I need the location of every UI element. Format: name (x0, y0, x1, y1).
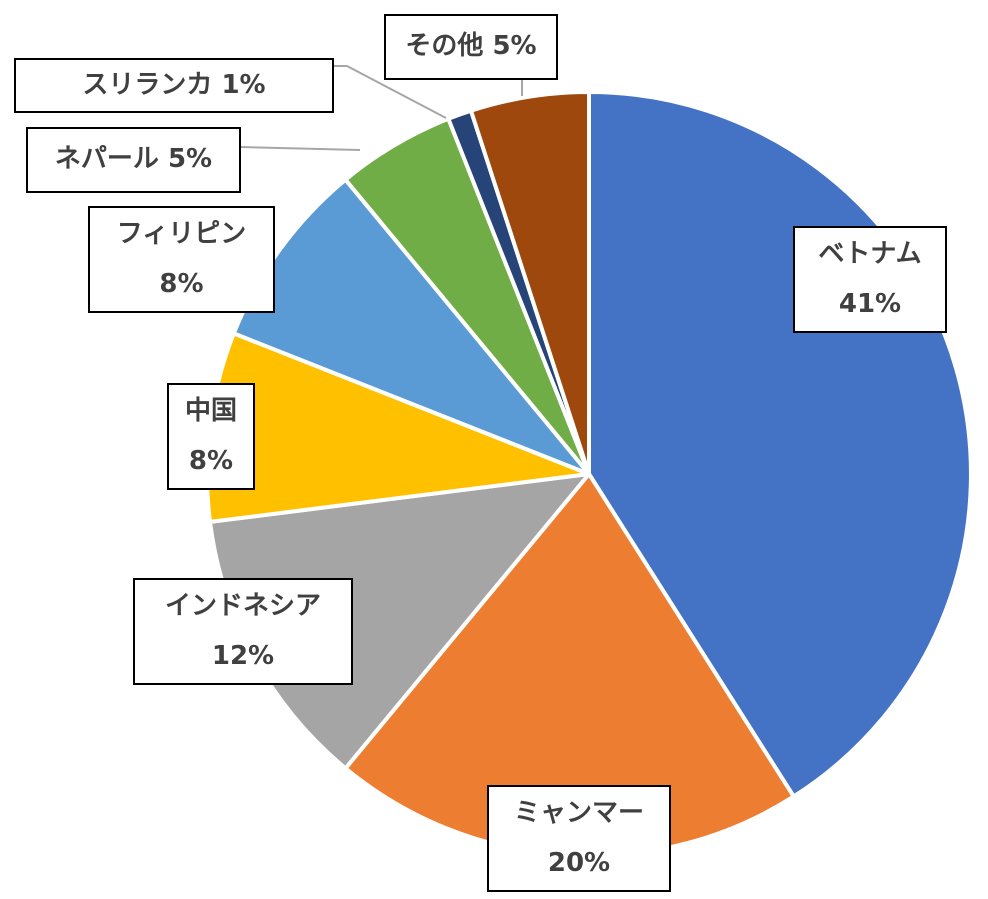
label-vietnam-name: ベトナム (818, 239, 922, 270)
pie-slice (469, 90, 591, 476)
label-myanmar: ミャンマー 20% (487, 785, 671, 892)
label-vietnam-pct: 41% (838, 288, 902, 319)
label-indonesia-pct: 12% (211, 640, 275, 671)
label-indonesia-name: インドネシア (164, 591, 321, 622)
label-china-pct: 8% (188, 445, 234, 476)
leader-line-nepal (239, 146, 361, 151)
label-myanmar-pct: 20% (547, 847, 611, 878)
label-china-name: 中国 (184, 396, 237, 427)
label-china: 中国 8% (167, 383, 255, 490)
leader-line-srilanka (333, 65, 447, 119)
label-other-text: その他 5% (405, 31, 537, 62)
pie-slices (204, 90, 973, 858)
label-indonesia: インドネシア 12% (133, 578, 353, 685)
label-other: その他 5% (384, 14, 558, 80)
label-srilanka-text: スリランカ 1% (82, 69, 266, 100)
pie-slice (231, 177, 591, 476)
label-philippines-pct: 8% (159, 268, 204, 299)
label-nepal: ネパール 5% (26, 127, 241, 193)
label-nepal-text: ネパール 5% (54, 144, 213, 175)
label-philippines: フィリピン 8% (88, 206, 275, 313)
label-philippines-name: フィリピン (116, 219, 247, 250)
label-myanmar-name: ミャンマー (513, 798, 644, 829)
label-srilanka: スリランカ 1% (14, 58, 334, 113)
label-vietnam: ベトナム 41% (793, 226, 947, 333)
